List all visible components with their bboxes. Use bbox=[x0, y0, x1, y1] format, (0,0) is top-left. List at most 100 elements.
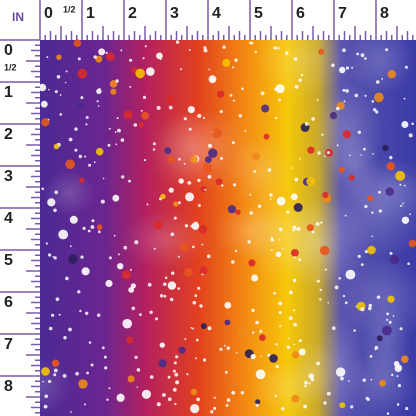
dot bbox=[252, 331, 255, 334]
dot bbox=[56, 75, 61, 79]
dot bbox=[42, 380, 44, 383]
dot bbox=[327, 301, 330, 304]
dot bbox=[373, 108, 377, 112]
dot bbox=[96, 100, 99, 103]
dot bbox=[121, 270, 131, 280]
wash-blot bbox=[227, 136, 294, 208]
dot bbox=[202, 358, 207, 362]
dot bbox=[41, 367, 50, 376]
dot bbox=[59, 113, 63, 116]
dot bbox=[275, 84, 285, 94]
dot bbox=[292, 228, 296, 232]
dot bbox=[389, 155, 393, 160]
dot bbox=[247, 240, 251, 244]
dot bbox=[370, 378, 373, 381]
dot bbox=[185, 192, 195, 202]
dot bbox=[112, 194, 120, 202]
wash-blot bbox=[347, 26, 416, 95]
dot bbox=[102, 177, 105, 180]
dot bbox=[395, 170, 406, 181]
dot bbox=[41, 187, 44, 191]
dot bbox=[70, 411, 72, 413]
dot bbox=[364, 94, 367, 97]
dot bbox=[166, 95, 176, 105]
dot bbox=[376, 80, 380, 84]
dot bbox=[397, 366, 400, 369]
dot bbox=[51, 359, 60, 367]
dot bbox=[364, 204, 368, 209]
dot bbox=[362, 378, 366, 382]
dot bbox=[240, 391, 245, 395]
dot bbox=[317, 151, 321, 155]
dot bbox=[371, 211, 374, 214]
dot bbox=[389, 251, 393, 255]
dot bbox=[133, 123, 138, 127]
dot bbox=[69, 215, 78, 224]
dot bbox=[281, 407, 285, 411]
dot bbox=[316, 361, 320, 366]
dot bbox=[197, 113, 202, 118]
dot bbox=[251, 308, 255, 313]
dot bbox=[348, 174, 355, 181]
dot bbox=[335, 367, 346, 377]
dot bbox=[411, 122, 414, 126]
dot bbox=[219, 347, 223, 351]
dot bbox=[190, 224, 194, 228]
dot bbox=[403, 184, 406, 187]
dot bbox=[387, 295, 395, 303]
dot bbox=[91, 219, 95, 223]
dot bbox=[82, 226, 86, 230]
dot bbox=[141, 111, 150, 120]
dot bbox=[263, 133, 270, 140]
dot bbox=[40, 100, 48, 108]
dot bbox=[194, 221, 198, 225]
dot bbox=[401, 121, 409, 128]
dot bbox=[386, 162, 395, 171]
dot bbox=[269, 193, 273, 197]
dot bbox=[319, 288, 322, 292]
dot bbox=[215, 178, 223, 186]
dot bbox=[192, 300, 197, 305]
dot bbox=[231, 390, 236, 395]
dot bbox=[87, 229, 91, 233]
dot bbox=[274, 394, 277, 397]
dot bbox=[156, 105, 161, 110]
dot bbox=[80, 255, 84, 259]
dot bbox=[342, 294, 346, 298]
dot bbox=[331, 63, 335, 68]
dot bbox=[255, 403, 259, 407]
unit-label: IN bbox=[12, 10, 24, 24]
dot bbox=[197, 204, 201, 207]
dot bbox=[77, 57, 81, 61]
dot bbox=[315, 222, 320, 226]
wash-blot bbox=[157, 109, 228, 184]
dot bbox=[324, 268, 327, 271]
dot bbox=[144, 45, 147, 48]
dot bbox=[368, 306, 372, 311]
dot bbox=[332, 326, 336, 331]
dot bbox=[208, 75, 217, 84]
dot bbox=[122, 318, 132, 329]
dot bbox=[100, 199, 105, 204]
dot bbox=[53, 208, 57, 213]
dot bbox=[65, 70, 68, 73]
dot bbox=[288, 316, 293, 320]
dot bbox=[200, 323, 207, 330]
dot bbox=[323, 401, 327, 405]
dot bbox=[68, 254, 78, 264]
dot bbox=[162, 393, 166, 397]
dot bbox=[224, 344, 226, 347]
dot bbox=[190, 155, 198, 164]
dot bbox=[80, 96, 84, 100]
dot bbox=[184, 268, 194, 277]
dot bbox=[75, 371, 79, 376]
dot bbox=[207, 175, 212, 179]
dot bbox=[391, 373, 394, 377]
dot bbox=[257, 204, 262, 208]
dot bbox=[276, 196, 286, 206]
dot bbox=[195, 357, 197, 360]
dot bbox=[224, 319, 231, 326]
dot bbox=[163, 282, 167, 286]
dot bbox=[316, 279, 320, 283]
